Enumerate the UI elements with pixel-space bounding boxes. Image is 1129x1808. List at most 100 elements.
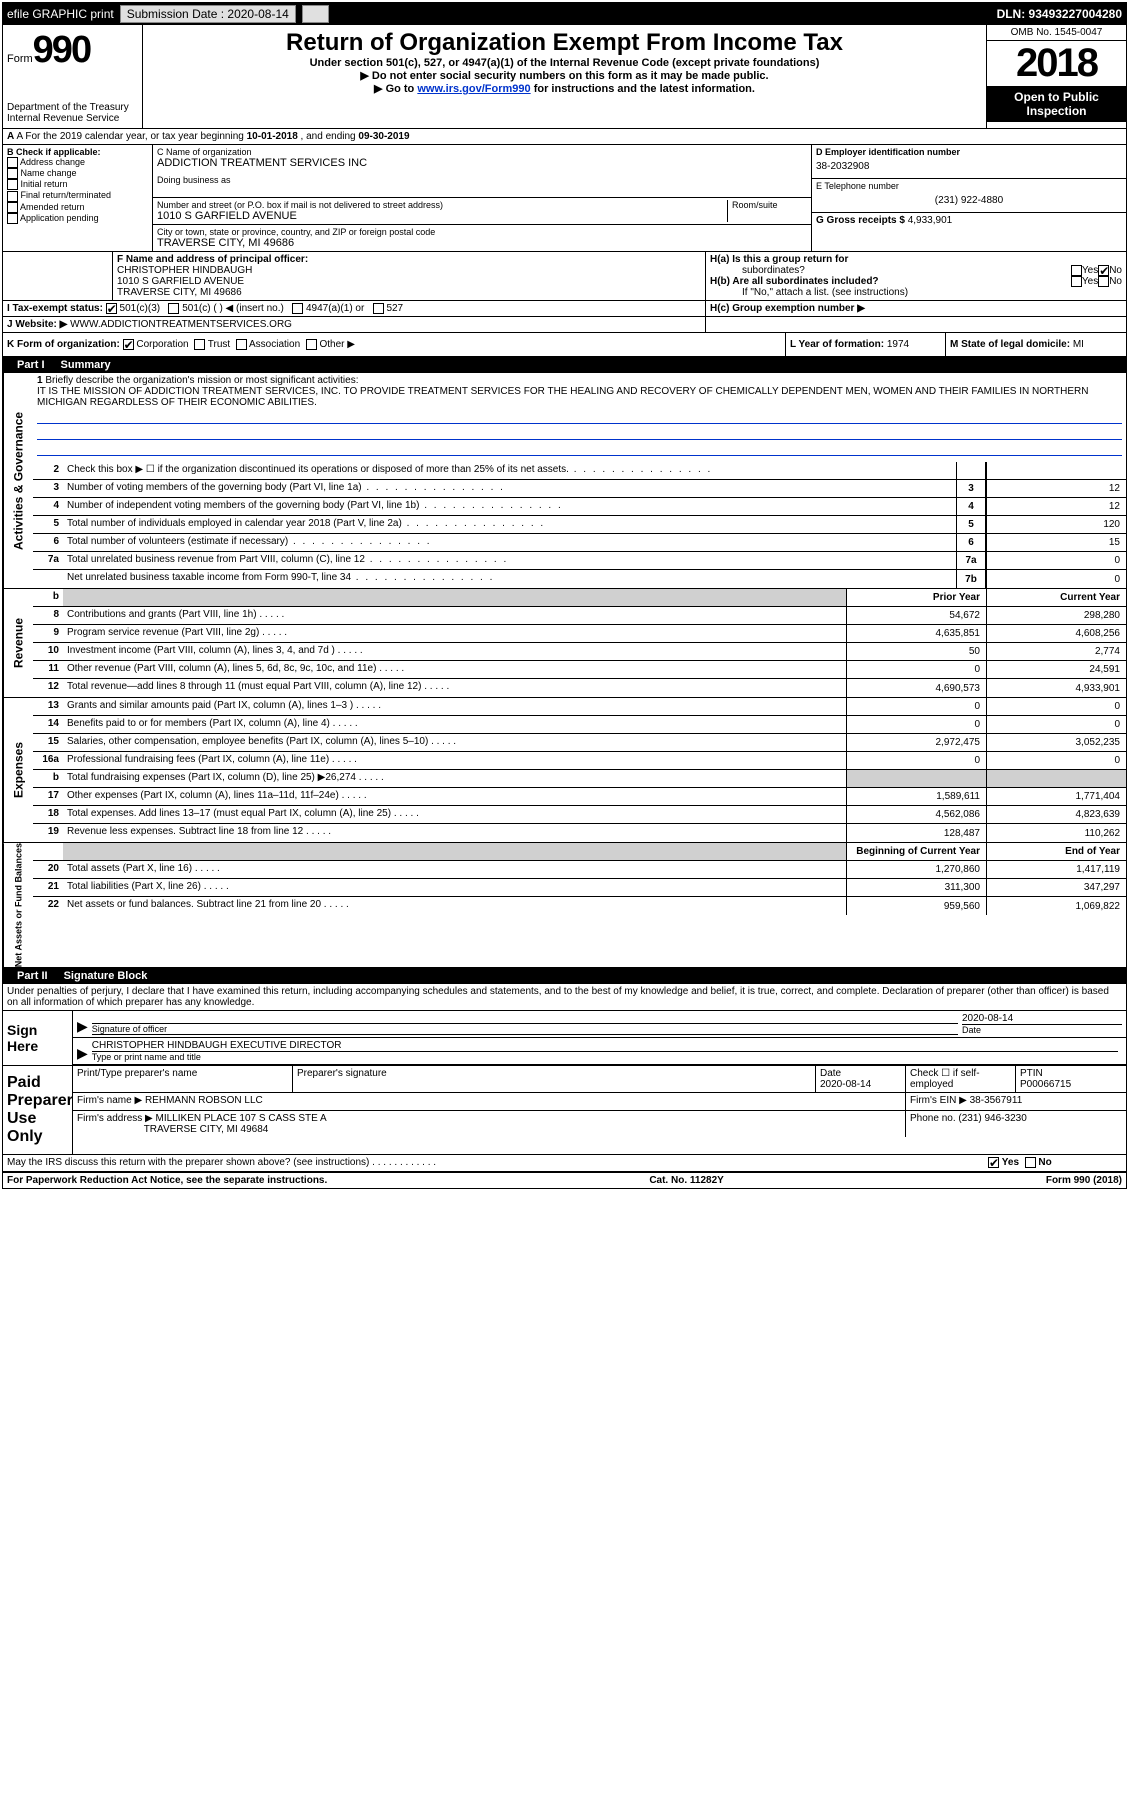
table-row: 11Other revenue (Part VIII, column (A), …: [33, 661, 1126, 679]
section-a: A A For the 2019 calendar year, or tax y…: [3, 129, 1126, 145]
arrow-icon: ▶: [77, 1045, 88, 1062]
revenue-vtab: Revenue: [3, 589, 33, 697]
prior-year-header: Prior Year: [846, 589, 986, 606]
table-row: 5Total number of individuals employed in…: [33, 516, 1126, 534]
org-address: 1010 S GARFIELD AVENUE: [157, 210, 727, 222]
omb-number: OMB No. 1545-0047: [987, 25, 1126, 41]
gross-receipts-value: 4,933,901: [908, 215, 953, 226]
section-f-h-row: F Name and address of principal officer:…: [3, 252, 1126, 301]
top-toolbar: efile GRAPHIC print Submission Date : 20…: [3, 3, 1126, 25]
ha-no-checkbox[interactable]: [1098, 265, 1109, 276]
form-note1: ▶ Do not enter social security numbers o…: [151, 69, 978, 82]
phone-label: E Telephone number: [816, 181, 1122, 191]
4947-checkbox[interactable]: [292, 303, 303, 314]
form-number: 990: [33, 29, 90, 71]
phone-value: (231) 922-4880: [816, 191, 1122, 210]
blank-btn[interactable]: [302, 5, 329, 23]
org-name: ADDICTION TREATMENT SERVICES INC: [157, 157, 807, 169]
revenue-header-row: b Prior Year Current Year: [33, 589, 1126, 607]
amended-return-checkbox[interactable]: [7, 202, 18, 213]
discuss-no-checkbox[interactable]: [1025, 1157, 1036, 1168]
table-row: 2Check this box ▶ ☐ if the organization …: [33, 462, 1126, 480]
table-row: 21Total liabilities (Part X, line 26) . …: [33, 879, 1126, 897]
table-row: 6Total number of volunteers (estimate if…: [33, 534, 1126, 552]
irs-label: Internal Revenue Service: [7, 113, 138, 124]
table-row: 14Benefits paid to or for members (Part …: [33, 716, 1126, 734]
section-b: B Check if applicable: Address change Na…: [3, 145, 153, 251]
sign-here-block: Sign Here ▶ Signature of officer 2020-08…: [3, 1011, 1126, 1066]
dept-label: Department of the Treasury: [7, 102, 138, 113]
501c-checkbox[interactable]: [168, 303, 179, 314]
form-title: Return of Organization Exempt From Incom…: [151, 29, 978, 57]
table-row: 16aProfessional fundraising fees (Part I…: [33, 752, 1126, 770]
name-change-checkbox[interactable]: [7, 168, 18, 179]
section-j-row: J Website: ▶ WWW.ADDICTIONTREATMENTSERVI…: [3, 317, 1126, 333]
paid-preparer-label: Paid Preparer Use Only: [3, 1066, 73, 1154]
activities-section: Activities & Governance 1 Briefly descri…: [3, 373, 1126, 589]
arrow-icon: ▶: [77, 1018, 88, 1035]
org-name-label: C Name of organization: [157, 147, 807, 157]
footer-left: For Paperwork Reduction Act Notice, see …: [7, 1175, 327, 1186]
form-page: efile GRAPHIC print Submission Date : 20…: [2, 2, 1127, 1189]
mission-text: IT IS THE MISSION OF ADDICTION TREATMENT…: [37, 386, 1089, 408]
527-checkbox[interactable]: [373, 303, 384, 314]
net-header-row: Beginning of Current Year End of Year: [33, 843, 1126, 861]
form-number-box: Form990 Department of the Treasury Inter…: [3, 25, 143, 128]
section-c: C Name of organization ADDICTION TREATME…: [153, 145, 811, 251]
section-klm-row: K Form of organization: Corporation Trus…: [3, 333, 1126, 357]
officer-name: CHRISTOPHER HINDBAUGH: [117, 265, 252, 276]
table-row: 19Revenue less expenses. Subtract line 1…: [33, 824, 1126, 842]
part2-header: Part II Signature Block: [3, 968, 1126, 984]
form-subtitle: Under section 501(c), 527, or 4947(a)(1)…: [151, 57, 978, 69]
part1-tab: Part I: [9, 359, 53, 371]
table-row: 8Contributions and grants (Part VIII, li…: [33, 607, 1126, 625]
hb-yes-checkbox[interactable]: [1071, 276, 1082, 287]
corp-checkbox[interactable]: [123, 339, 134, 350]
address-change-checkbox[interactable]: [7, 157, 18, 168]
addr-label: Number and street (or P.O. box if mail i…: [157, 200, 727, 210]
initial-return-checkbox[interactable]: [7, 179, 18, 190]
dba-label: Doing business as: [157, 175, 807, 185]
table-row: 18Total expenses. Add lines 13–17 (must …: [33, 806, 1126, 824]
year-box: OMB No. 1545-0047 2018 Open to Public In…: [986, 25, 1126, 128]
trust-checkbox[interactable]: [194, 339, 205, 350]
part2-title: Signature Block: [64, 970, 148, 982]
table-row: 4Number of independent voting members of…: [33, 498, 1126, 516]
expenses-vtab: Expenses: [3, 698, 33, 842]
hb-no-checkbox[interactable]: [1098, 276, 1109, 287]
irs-link[interactable]: www.irs.gov/Form990: [417, 83, 530, 95]
title-box: Return of Organization Exempt From Incom…: [143, 25, 986, 128]
footer-right: Form 990 (2018): [1046, 1175, 1122, 1186]
table-row: 20Total assets (Part X, line 16) . . . .…: [33, 861, 1126, 879]
section-de: D Employer identification number 38-2032…: [811, 145, 1126, 251]
main-info-grid: B Check if applicable: Address change Na…: [3, 145, 1126, 252]
website-value: WWW.ADDICTIONTREATMENTSERVICES.ORG: [70, 319, 292, 330]
expenses-section: Expenses 13Grants and similar amounts pa…: [3, 698, 1126, 843]
revenue-section: Revenue b Prior Year Current Year 8Contr…: [3, 589, 1126, 698]
final-return-checkbox[interactable]: [7, 191, 18, 202]
officer-label: F Name and address of principal officer:: [117, 254, 308, 265]
501c3-checkbox[interactable]: [106, 303, 117, 314]
table-row: 12Total revenue—add lines 8 through 11 (…: [33, 679, 1126, 697]
ein-value: 38-2032908: [816, 157, 1122, 176]
table-row: 13Grants and similar amounts paid (Part …: [33, 698, 1126, 716]
table-row: bTotal fundraising expenses (Part IX, co…: [33, 770, 1126, 788]
form-header: Form990 Department of the Treasury Inter…: [3, 25, 1126, 129]
assoc-checkbox[interactable]: [236, 339, 247, 350]
netassets-section: Net Assets or Fund Balances Beginning of…: [3, 843, 1126, 968]
table-row: 22Net assets or fund balances. Subtract …: [33, 897, 1126, 915]
application-pending-checkbox[interactable]: [7, 213, 18, 224]
discuss-row: May the IRS discuss this return with the…: [3, 1155, 1126, 1173]
submission-date-btn[interactable]: Submission Date : 2020-08-14: [120, 5, 296, 23]
dln-label: DLN: 93493227004280: [997, 7, 1122, 21]
discuss-yes-checkbox[interactable]: [988, 1157, 999, 1168]
officer-addr: 1010 S GARFIELD AVENUE: [117, 276, 244, 287]
end-year-header: End of Year: [986, 843, 1126, 860]
ein-label: D Employer identification number: [816, 147, 960, 157]
form-label: Form: [7, 53, 33, 65]
ha-yes-checkbox[interactable]: [1071, 265, 1082, 276]
table-row: 10Investment income (Part VIII, column (…: [33, 643, 1126, 661]
footer-mid: Cat. No. 11282Y: [649, 1175, 723, 1186]
other-checkbox[interactable]: [306, 339, 317, 350]
netassets-vtab: Net Assets or Fund Balances: [3, 843, 33, 967]
